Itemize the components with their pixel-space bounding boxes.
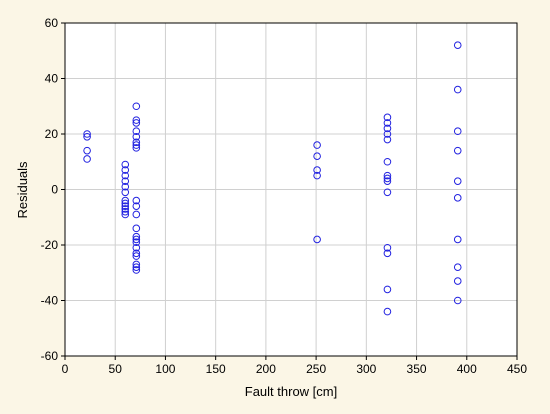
scatter-point: [453, 41, 462, 50]
scatter-point: [121, 177, 130, 185]
scatter-point: [132, 119, 141, 127]
scatter-point: [132, 224, 141, 233]
scatter-point: [383, 171, 392, 180]
y-tick-label: 20: [45, 127, 59, 141]
scatter-point: [121, 196, 130, 205]
data-points: [83, 41, 462, 316]
scatter-point: [132, 196, 141, 205]
scatter-point: [313, 152, 321, 160]
scatter-point: [132, 232, 141, 241]
scatter-point: [383, 135, 392, 144]
scatter-point: [132, 127, 141, 136]
scatter-point: [121, 207, 130, 216]
x-axis-ticks: 0 50 100 150 200 250 300 350 400 450: [62, 356, 527, 376]
scatter-point: [132, 249, 141, 258]
x-tick-label: 200: [256, 362, 276, 376]
scatter-point: [132, 243, 141, 252]
scatter-point: [453, 235, 462, 244]
scatter-point: [453, 263, 462, 272]
scatter-point: [132, 266, 141, 274]
scatter-point: [383, 124, 392, 133]
scatter-point: [121, 166, 130, 174]
scatter-point: [453, 85, 462, 94]
scatter-point: [453, 127, 462, 136]
scatter-point: [383, 119, 392, 127]
x-tick-label: 450: [507, 362, 527, 376]
y-tick-label: 40: [45, 72, 59, 86]
scatter-point: [132, 132, 141, 141]
scatter-point: [121, 199, 130, 208]
scatter-point: [121, 210, 130, 219]
x-tick-label: 50: [109, 362, 123, 376]
scatter-point: [121, 188, 130, 197]
scatter-point: [132, 102, 141, 111]
y-tick-label: -20: [41, 238, 59, 252]
scatter-point: [121, 171, 130, 180]
scatter-point: [132, 263, 141, 272]
scatter-point: [132, 235, 141, 244]
scatter-point: [121, 205, 130, 213]
scatter-point: [383, 177, 392, 185]
x-tick-label: 100: [155, 362, 175, 376]
y-axis-title: Residuals: [15, 161, 30, 219]
scatter-point: [453, 277, 462, 285]
scatter-point: [313, 235, 321, 244]
scatter-point: [132, 210, 141, 219]
x-axis-title: Fault throw [cm]: [245, 384, 337, 399]
scatter-point: [383, 157, 392, 166]
scatter-point: [132, 238, 141, 247]
scatter-point: [121, 202, 130, 210]
y-tick-label: 60: [45, 16, 59, 30]
scatter-point: [132, 116, 141, 124]
scatter-point: [121, 160, 130, 169]
x-tick-label: 150: [206, 362, 226, 376]
scatter-point: [132, 260, 141, 269]
scatter-point: [83, 146, 91, 155]
scatter-point: [383, 113, 392, 122]
y-tick-label: -40: [41, 294, 59, 308]
y-tick-label: -60: [41, 349, 59, 363]
x-tick-label: 300: [356, 362, 376, 376]
scatter-point: [453, 296, 462, 305]
scatter-point: [383, 174, 392, 183]
x-tick-label: 400: [457, 362, 477, 376]
scatter-point: [453, 177, 462, 185]
scatter-point: [313, 166, 321, 174]
scatter-point: [313, 141, 321, 149]
scatter-point: [83, 130, 91, 138]
scatter-point: [383, 130, 392, 138]
scatter-point: [132, 144, 141, 152]
x-tick-label: 0: [62, 362, 69, 376]
scatter-point: [383, 285, 392, 294]
scatter-point: [83, 155, 91, 163]
scatter-point: [132, 252, 141, 260]
scatter-point: [383, 249, 392, 258]
scatter-point: [83, 132, 91, 141]
scatter-point: [383, 243, 392, 252]
y-axis-ticks: -60 -40 -20 0 20 40 60: [41, 16, 65, 363]
scatter-point: [132, 202, 141, 210]
scatter-point: [383, 188, 392, 197]
x-tick-label: 350: [407, 362, 427, 376]
scatter-point: [132, 141, 141, 149]
y-tick-label: 0: [51, 183, 58, 197]
scatter-point: [453, 146, 462, 155]
scatter-point: [383, 307, 392, 316]
scatter-point: [313, 171, 321, 180]
x-tick-label: 250: [306, 362, 326, 376]
scatter-point: [453, 194, 462, 202]
scatter-point: [132, 138, 141, 147]
scatter-point: [121, 182, 130, 191]
